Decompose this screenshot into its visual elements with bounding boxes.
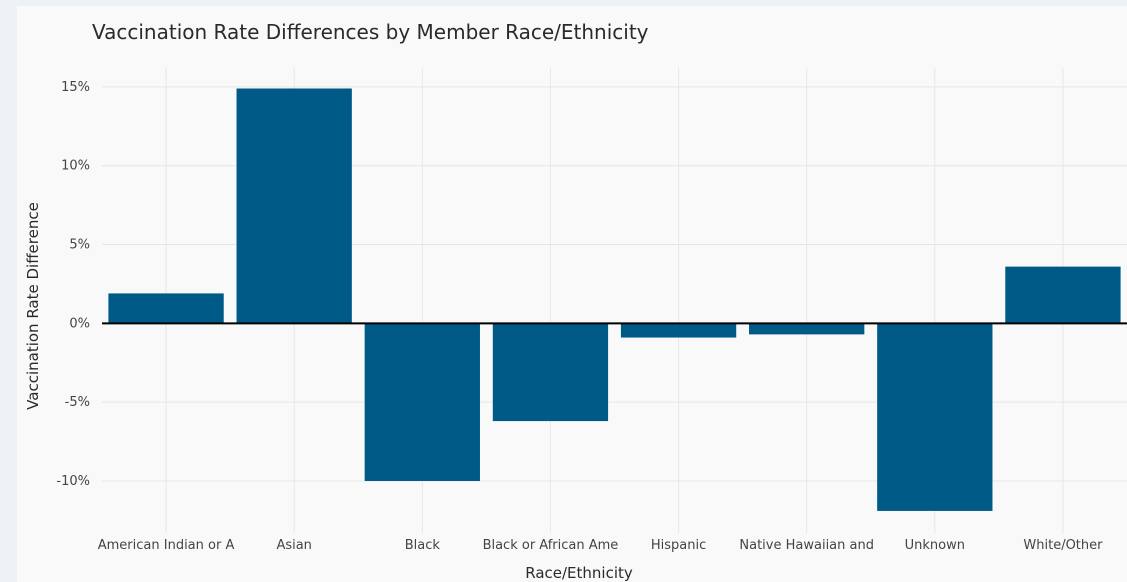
y-tick-label: 15% — [61, 80, 90, 95]
y-tick-label: -10% — [56, 474, 90, 489]
bar-chart: Vaccination Rate Differences by Member R… — [24, 20, 1127, 582]
bar — [364, 323, 480, 481]
x-category-label: Hispanic — [651, 538, 706, 553]
x-category-label: Asian — [276, 538, 311, 553]
y-tick-label: 10% — [61, 159, 90, 174]
y-axis-ticks: 15% 10% 5% 0% -5% -10% — [56, 80, 90, 489]
x-category-label: Black — [405, 538, 441, 553]
y-tick-label: -5% — [65, 395, 90, 410]
bar — [492, 323, 609, 422]
bar — [877, 323, 993, 511]
x-category-label: Unknown — [905, 538, 965, 553]
bar — [108, 293, 224, 324]
chart-title: Vaccination Rate Differences by Member R… — [92, 20, 649, 44]
x-axis-title: Race/Ethnicity — [525, 564, 633, 582]
y-tick-label: 0% — [69, 316, 90, 331]
x-category-label: White/Other — [1023, 538, 1103, 553]
y-axis-title: Vaccination Rate Difference — [24, 202, 42, 410]
x-category-label: Black or African Ame — [483, 538, 619, 553]
y-tick-label: 5% — [69, 238, 90, 253]
x-category-label: Native Hawaiian and — [739, 538, 874, 553]
bar — [749, 323, 865, 335]
chart-panel: Vaccination Rate Differences by Member R… — [17, 6, 1127, 582]
bar — [236, 88, 352, 324]
bar — [1005, 266, 1121, 324]
bars — [108, 88, 1121, 511]
x-axis-categories: American Indian or A Asian Black Black or A… — [98, 538, 1103, 553]
x-category-label: American Indian or A — [98, 538, 235, 553]
bar — [620, 323, 737, 338]
